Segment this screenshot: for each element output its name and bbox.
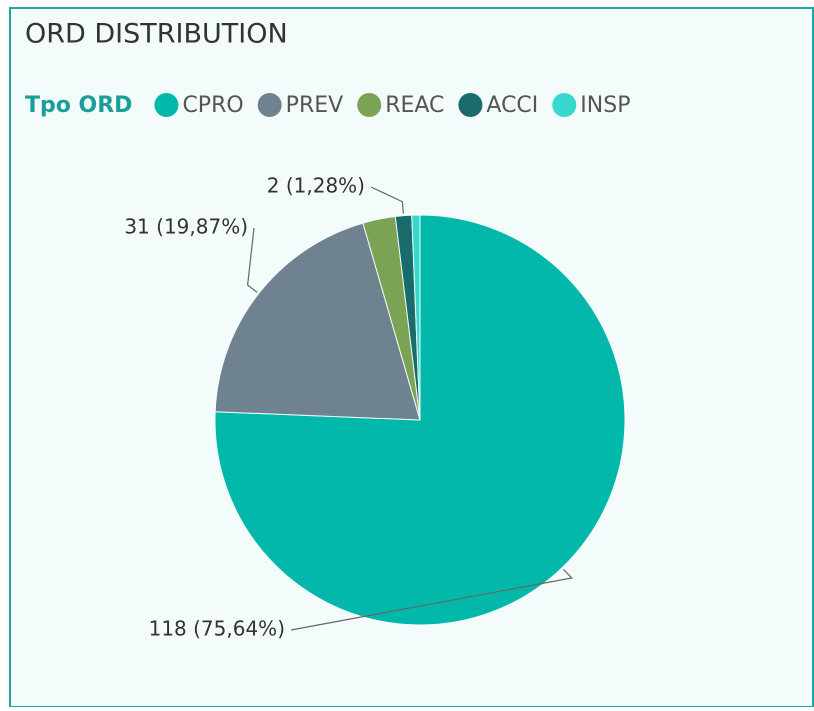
leader-line (290, 568, 573, 631)
legend-label: ACCI (486, 93, 538, 118)
legend-label: REAC (385, 93, 444, 118)
data-label: 2 (1,28%) (267, 174, 365, 198)
pie-slice (411, 214, 421, 421)
legend-label: PREV (286, 93, 344, 118)
legend-marker (552, 93, 577, 117)
leader-line (246, 227, 258, 293)
leader-line (370, 186, 404, 214)
legend-title: Tpo ORD (25, 93, 132, 118)
legend-marker (357, 93, 382, 117)
legend-label: INSP (580, 93, 630, 118)
data-label: 31 (19,87%) (124, 215, 248, 239)
pie-slice (214, 222, 421, 421)
legend-marker (257, 93, 282, 117)
data-label: 118 (75,64%) (149, 617, 285, 641)
chart-title: ORD DISTRIBUTION (25, 19, 288, 50)
legend-marker (458, 93, 483, 117)
legend-label: CPRO (182, 93, 243, 118)
legend-marker (154, 93, 179, 117)
